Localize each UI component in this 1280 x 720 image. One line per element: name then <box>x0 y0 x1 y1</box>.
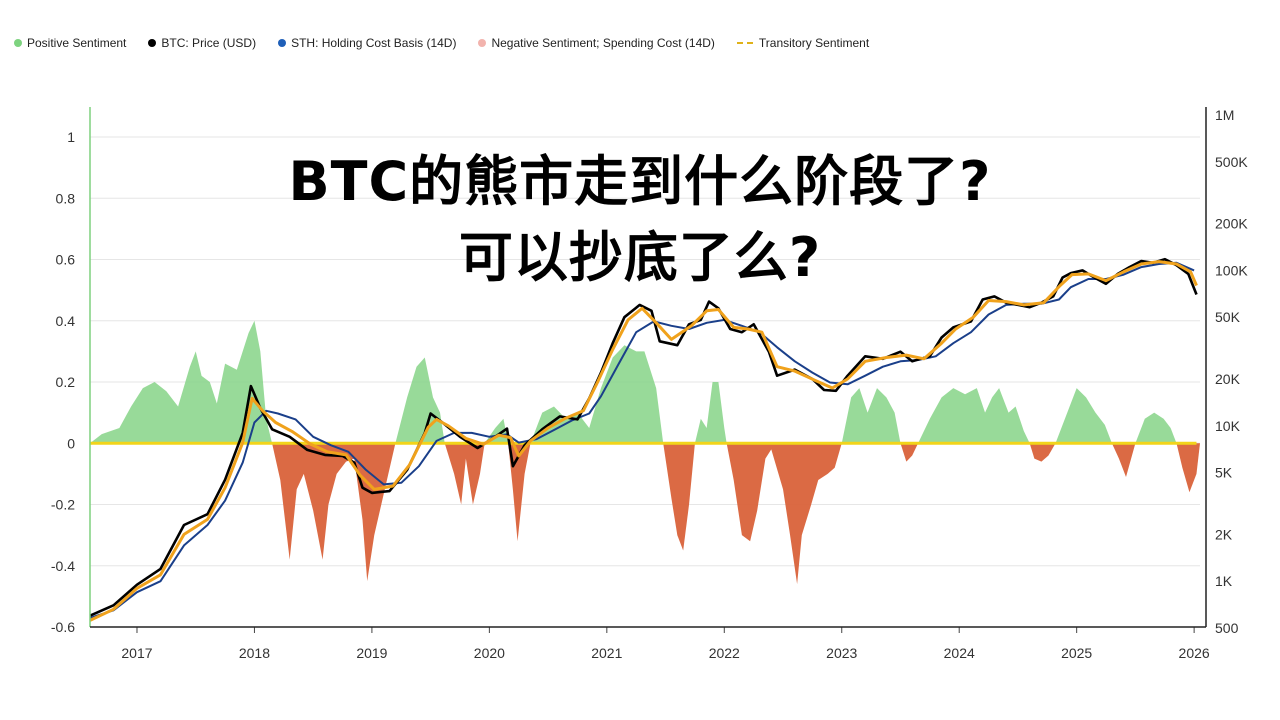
x-tick-label: 2019 <box>356 645 387 661</box>
axis-layer: 1 0.8 0.6 0.4 0.2 0 -0.2 -0.4 -0.6 1M 500K 200K 100K… <box>51 107 1248 661</box>
negative-sentiment-area <box>726 443 842 585</box>
positive-sentiment-area <box>694 382 727 444</box>
negative-sentiment-area <box>1176 443 1200 493</box>
positive-sentiment-area <box>1135 412 1177 444</box>
y-left-tick-label: -0.2 <box>51 497 75 513</box>
negative-sentiment-area <box>444 443 485 505</box>
x-tick-label: 2024 <box>944 645 975 661</box>
legend-item[interactable]: Positive Sentiment <box>14 36 126 50</box>
legend-item[interactable]: Negative Sentiment; Spending Cost (14D) <box>478 36 715 50</box>
negative-sentiment-area <box>508 443 531 542</box>
negative-sentiment-area <box>663 443 695 551</box>
positive-sentiment-area <box>918 388 1030 444</box>
negative-sentiment-area <box>1029 443 1056 462</box>
y-right-tick-label: 500 <box>1215 620 1239 636</box>
positive-sentiment-area <box>841 388 901 444</box>
y-right-tick-label: 20K <box>1215 371 1241 387</box>
negative-sentiment-area <box>900 443 919 462</box>
y-right-tick-label: 200K <box>1215 216 1248 232</box>
x-tick-label: 2022 <box>709 645 740 661</box>
y-left-tick-label: 0.4 <box>56 313 76 329</box>
line-layer <box>89 257 1198 622</box>
y-left-tick-label: 0 <box>67 435 75 451</box>
y-left-tick-label: 1 <box>67 129 75 145</box>
legend-label: Positive Sentiment <box>27 36 127 50</box>
x-tick-label: 2018 <box>239 645 270 661</box>
legend-item[interactable]: Transitory Sentiment <box>736 36 870 50</box>
y-right-tick-label: 50K <box>1215 309 1241 325</box>
x-tick-label: 2017 <box>121 645 152 661</box>
x-tick-label: 2023 <box>826 645 857 661</box>
legend-swatch <box>148 39 157 47</box>
y-right-tick-label: 2K <box>1215 526 1233 542</box>
legend-item[interactable]: BTC: Price (USD) <box>148 36 256 50</box>
positive-sentiment-area <box>395 357 445 444</box>
legend-swatch <box>478 39 487 47</box>
y-left-tick-label: 0.6 <box>56 252 76 268</box>
overlay-title-line-1: BTC的熊市走到什么阶段了? <box>288 150 992 213</box>
y-right-tick-label: 1M <box>1215 107 1234 123</box>
y-right-tick-label: 500K <box>1215 154 1248 170</box>
legend: Positive Sentiment BTC: Price (USD) STH: H… <box>14 36 891 50</box>
legend-label: Negative Sentiment; Spending Cost (14D) <box>491 36 715 50</box>
negative-sentiment-area <box>272 443 396 582</box>
legend-swatch <box>14 39 22 47</box>
x-tick-label: 2021 <box>591 645 622 661</box>
area-layer <box>90 320 1200 585</box>
y-left-tick-label: -0.6 <box>51 619 75 635</box>
negative-sentiment-area <box>1111 443 1136 477</box>
x-tick-label: 2020 <box>474 645 505 661</box>
positive-sentiment-area <box>530 345 664 444</box>
y-right-tick-label: 5K <box>1215 465 1233 481</box>
y-right-tick-label: 1K <box>1215 573 1233 589</box>
positive-sentiment-area <box>1055 388 1112 444</box>
x-tick-label: 2026 <box>1179 645 1210 661</box>
legend-label: BTC: Price (USD) <box>161 36 257 50</box>
y-left-tick-label: -0.4 <box>51 558 75 574</box>
transitory-sentiment-line <box>89 260 1198 622</box>
y-right-tick-label: 10K <box>1215 418 1241 434</box>
legend-swatch <box>736 42 753 44</box>
positive-sentiment-area <box>90 320 273 444</box>
legend-label: Transitory Sentiment <box>758 36 870 50</box>
y-left-tick-label: 0.8 <box>56 190 76 206</box>
y-right-tick-label: 100K <box>1215 262 1248 278</box>
overlay-title-line-2: 可以抄底了么? <box>458 226 822 289</box>
x-tick-label: 2025 <box>1061 645 1092 661</box>
legend-swatch <box>278 39 287 47</box>
legend-item[interactable]: STH: Holding Cost Basis (14D) <box>278 36 456 50</box>
y-left-tick-label: 0.2 <box>56 374 76 390</box>
legend-label: STH: Holding Cost Basis (14D) <box>291 36 457 50</box>
